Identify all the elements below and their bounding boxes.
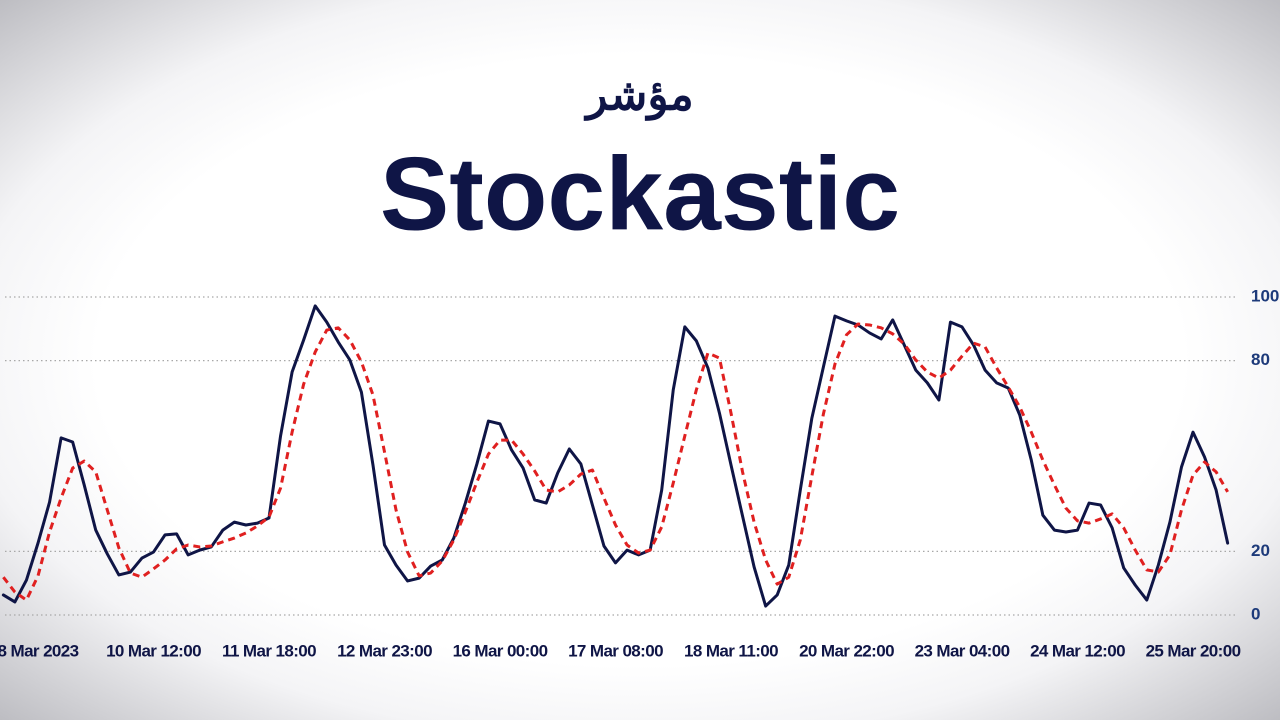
x-tick-label: 10 Mar 12:00 [106, 641, 201, 660]
x-tick-label: 18 Mar 11:00 [684, 641, 778, 660]
chart-subtitle: مؤشر [583, 71, 693, 122]
x-tick-label: 17 Mar 08:00 [568, 641, 663, 660]
x-tick-label: 24 Mar 12:00 [1030, 641, 1125, 660]
x-tick-label: 8 Mar 2023 [0, 641, 79, 660]
x-tick-label: 12 Mar 23:00 [337, 641, 432, 660]
series-line [2, 322, 1229, 602]
x-tick-label: 11 Mar 18:00 [222, 641, 316, 660]
series-line [1, 304, 1230, 608]
x-tick-label: 20 Mar 22:00 [799, 641, 894, 660]
x-tick-label: 25 Mar 20:00 [1146, 641, 1241, 660]
y-tick-label: 100 [1251, 286, 1279, 305]
y-tick-label: 20 [1251, 541, 1270, 560]
chart-title: Stockastic [380, 136, 900, 252]
y-tick-label: 80 [1251, 350, 1270, 369]
x-tick-label: 23 Mar 04:00 [915, 641, 1010, 660]
y-tick-label: 0 [1251, 604, 1260, 623]
x-tick-label: 16 Mar 00:00 [453, 641, 548, 660]
